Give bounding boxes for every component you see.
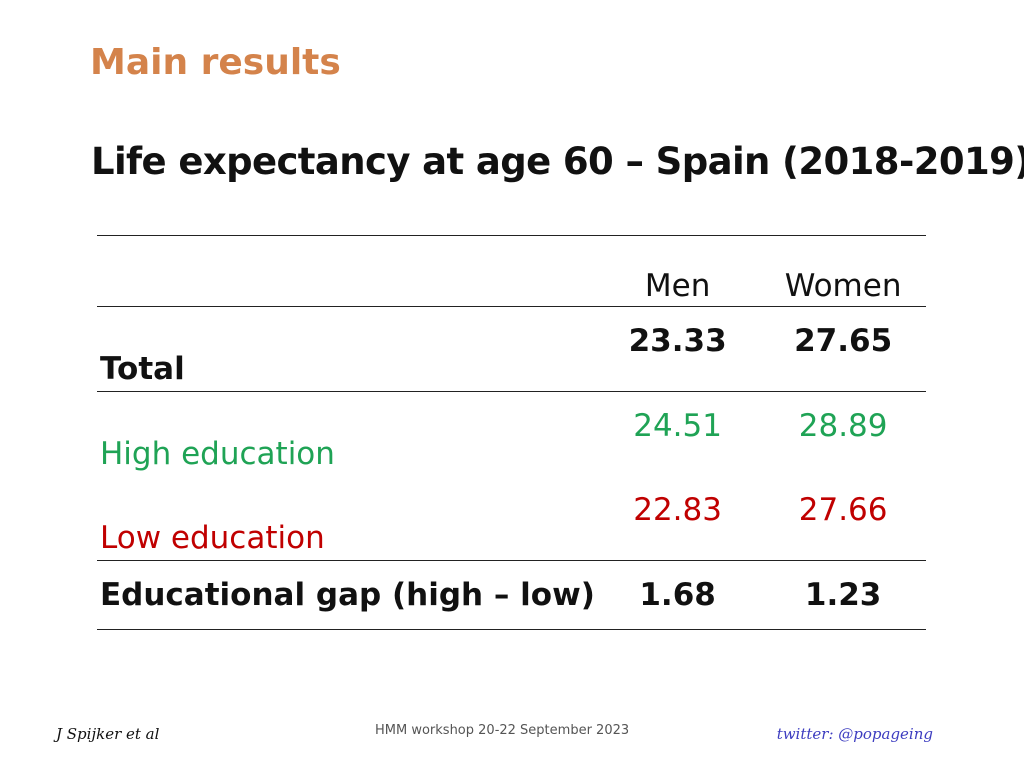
row-label-high-education: High education	[100, 436, 335, 472]
slide-subheading: Life expectancy at age 60 – Spain (2018-…	[91, 140, 1024, 183]
slide-heading: Main results	[90, 42, 341, 83]
value-high-women: 28.89	[798, 408, 888, 444]
value-gap-men: 1.68	[639, 577, 716, 613]
value-total-women: 27.65	[794, 323, 893, 359]
value-high-men: 24.51	[633, 408, 722, 444]
value-low-women: 27.66	[798, 492, 888, 528]
results-table: Men Women Total 23.33 27.65 High educati…	[97, 235, 926, 630]
value-total-men: 23.33	[628, 323, 727, 359]
table-row-low-education: Low education 22.83 27.66	[97, 476, 926, 561]
value-gap-women: 1.23	[804, 577, 882, 613]
table-row-high-education: High education 24.51 28.89	[97, 392, 926, 477]
footer-author: J Spijker et al	[56, 725, 160, 743]
column-header-women: Women	[784, 268, 902, 304]
header-empty-cell	[97, 236, 595, 307]
table-row-educational-gap: Educational gap (high – low) 1.68 1.23	[97, 561, 926, 630]
footer-twitter-handle: twitter: @popageing	[776, 725, 933, 743]
row-label-total: Total	[100, 351, 185, 387]
value-low-men: 22.83	[633, 492, 722, 528]
table-header-row: Men Women	[97, 235, 926, 307]
row-label-low-education: Low education	[100, 520, 325, 556]
row-label-educational-gap: Educational gap (high – low)	[100, 577, 595, 613]
table-row-total: Total 23.33 27.65	[97, 307, 926, 392]
footer-event: HMM workshop 20-22 September 2023	[375, 723, 630, 738]
column-header-men: Men	[644, 268, 711, 304]
